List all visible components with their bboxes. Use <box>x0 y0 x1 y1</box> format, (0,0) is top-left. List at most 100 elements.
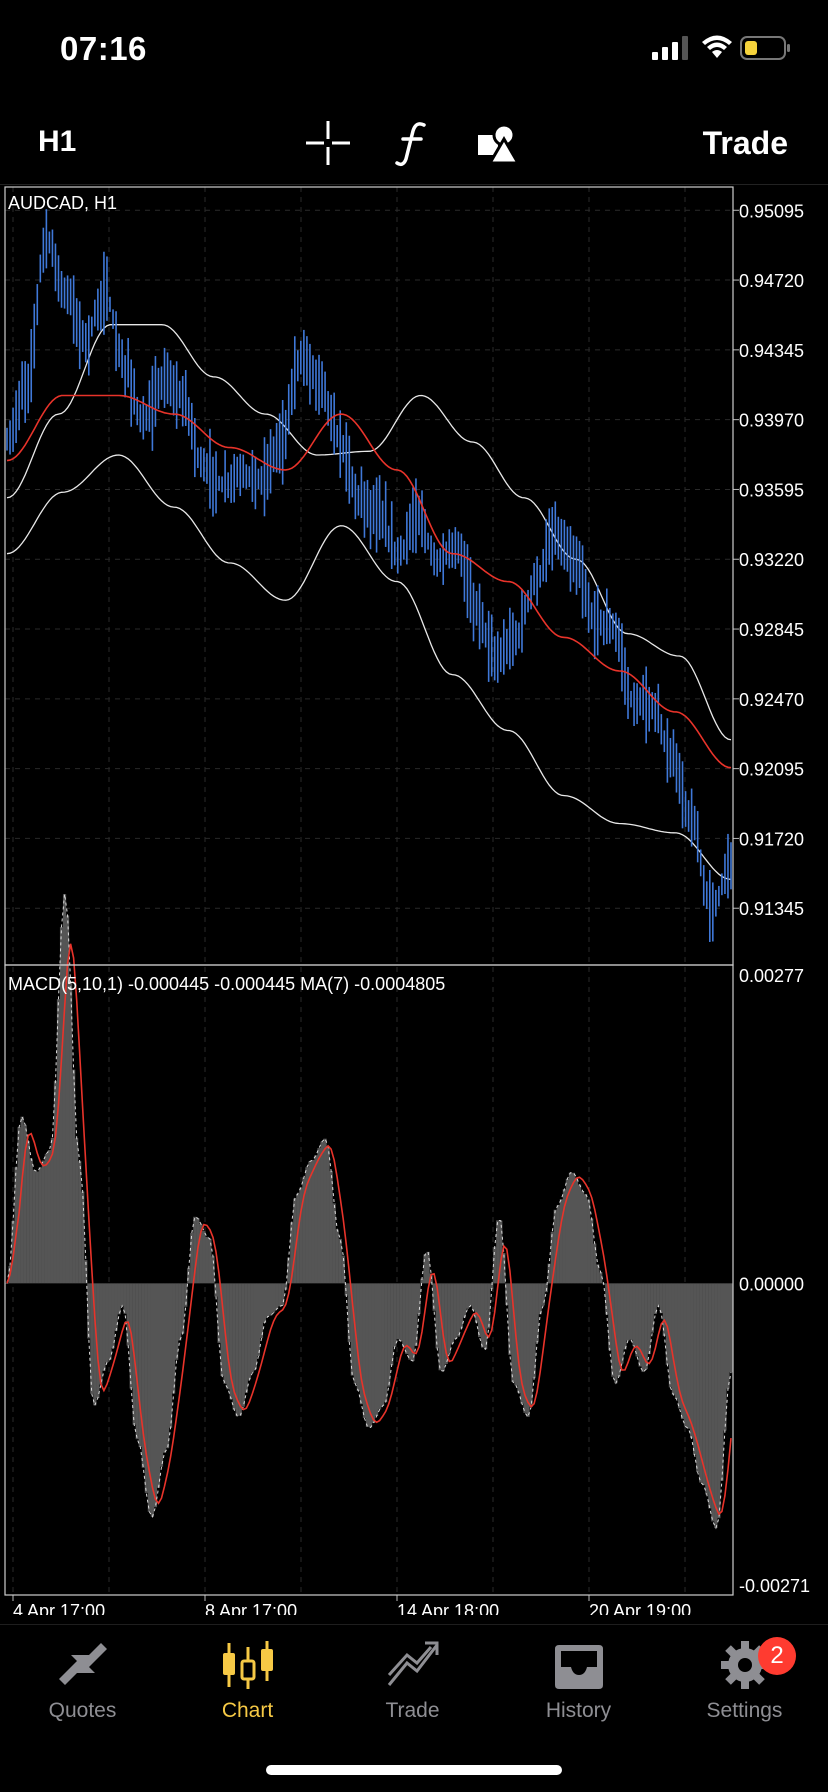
macd-histogram-bar <box>632 1283 636 1347</box>
macd-histogram-bar <box>653 1283 657 1314</box>
price-bars <box>6 209 732 943</box>
macd-histogram-bar <box>456 1283 460 1337</box>
history-inbox-icon <box>554 1645 603 1689</box>
wifi-icon <box>702 35 732 58</box>
macd-histogram-bar <box>229 1283 233 1400</box>
macd-histogram-bar <box>629 1283 633 1340</box>
macd-histogram-bar <box>420 1278 424 1284</box>
macd-histogram-bar <box>26 1141 30 1284</box>
tab-quotes[interactable]: Quotes <box>0 1639 165 1749</box>
macd-histogram-bar <box>20 1116 24 1284</box>
macd-histogram-bar <box>683 1283 688 1427</box>
macd-histogram-bar <box>5 1283 9 1284</box>
macd-histogram-bar <box>714 1283 718 1528</box>
macd-histogram-bar <box>608 1283 612 1351</box>
macd-histogram-bar <box>426 1251 430 1284</box>
macd-histogram-bar <box>462 1283 467 1318</box>
tab-chart[interactable]: Chart <box>165 1639 330 1749</box>
price-tick-label: 0.94345 <box>739 341 804 361</box>
macd-histogram-bar <box>323 1138 327 1284</box>
tab-settings[interactable]: 2 Settings <box>662 1637 827 1749</box>
macd-histogram-bar <box>187 1267 191 1284</box>
macd-histogram-bar <box>502 1253 506 1284</box>
macd-histogram-bar <box>178 1283 182 1341</box>
macd-histogram-bar <box>611 1283 615 1377</box>
macd-histogram-bar <box>62 894 67 1284</box>
macd-histogram-bar <box>541 1283 545 1306</box>
macd-histogram-bar <box>356 1283 360 1391</box>
crosshair-icon[interactable] <box>302 117 354 169</box>
timeframe-button[interactable]: H1 <box>38 125 77 158</box>
macd-histogram-bar <box>317 1148 321 1284</box>
macd-histogram-bar <box>244 1283 248 1393</box>
macd-histogram-bar <box>38 1167 42 1284</box>
objects-icon[interactable] <box>474 117 526 169</box>
macd-histogram-bar <box>696 1283 700 1473</box>
macd-histogram-bar <box>299 1187 303 1284</box>
time-tick-label: 8 Apr 17:00 <box>205 1601 297 1615</box>
macd-histogram-bar <box>172 1283 176 1394</box>
macd-histogram-bar <box>23 1124 27 1284</box>
macd-histogram-bar <box>111 1283 115 1349</box>
macd-histogram-bar <box>32 1170 36 1284</box>
macd-histogram-bar <box>496 1220 500 1284</box>
macd-histogram-bar <box>596 1264 600 1284</box>
tab-trade[interactable]: Trade <box>330 1639 495 1749</box>
macd-histogram-bar <box>414 1283 418 1346</box>
macd-histogram-bar <box>705 1283 709 1495</box>
macd-histogram-bar <box>50 1137 55 1284</box>
macd-histogram-bar <box>78 1161 82 1284</box>
macd-histogram-bar <box>193 1216 197 1284</box>
chart-toolbar: H1 Trade <box>0 105 828 185</box>
macd-histogram-bar <box>435 1283 439 1349</box>
macd-histogram-bar <box>471 1283 476 1311</box>
price-chart[interactable]: AUDCAD, H1 MACD(5,10,1) -0.000445 -0.000… <box>0 185 828 1615</box>
macd-histogram-bar <box>668 1283 673 1388</box>
macd-histogram-bar <box>644 1283 648 1370</box>
macd-histogram-bar <box>278 1283 282 1307</box>
macd-histogram-bar <box>599 1272 603 1284</box>
bollinger-bands <box>6 324 732 881</box>
indicator-tick-label: 0.00277 <box>739 966 804 986</box>
macd-histogram-bar <box>526 1283 530 1417</box>
macd-histogram-bar <box>553 1209 557 1284</box>
macd-histogram-bar <box>29 1158 33 1284</box>
macd-histogram-bar <box>305 1167 309 1284</box>
macd-histogram-bar <box>138 1283 142 1447</box>
tab-history[interactable]: History <box>496 1639 661 1749</box>
macd-histogram-bar <box>296 1193 300 1284</box>
macd-histogram-bar <box>72 1069 76 1284</box>
main-pane-frame <box>4 186 734 966</box>
macd-histogram-bar <box>656 1283 660 1306</box>
macd-histogram-bar <box>102 1283 106 1371</box>
macd-histogram-bar <box>405 1283 409 1355</box>
trade-chart-icon <box>387 1641 438 1686</box>
quotes-icon <box>58 1643 107 1685</box>
macd-histogram-bar <box>590 1218 594 1284</box>
settings-badge: 2 <box>758 1637 796 1675</box>
macd-histogram-bar <box>690 1283 694 1439</box>
macd-histogram-bar <box>238 1283 242 1416</box>
macd-histogram-bar <box>275 1283 279 1310</box>
function-icon[interactable] <box>388 117 440 169</box>
macd-histogram-bar <box>699 1283 703 1483</box>
battery-icon <box>740 36 790 60</box>
macd-histogram-bar <box>84 1260 88 1284</box>
macd-histogram-bar <box>41 1160 45 1284</box>
macd-histogram-bar <box>314 1155 318 1284</box>
trade-button[interactable]: Trade <box>702 125 788 161</box>
price-tick-label: 0.95095 <box>739 201 804 221</box>
macd-histogram-bar <box>123 1283 127 1314</box>
time-tick-label: 14 Apr 18:00 <box>397 1601 499 1615</box>
macd-histogram-bar <box>720 1283 724 1481</box>
macd-histogram-bar <box>547 1263 551 1284</box>
macd-histogram-bar <box>508 1283 512 1355</box>
macd-histogram-bar <box>520 1283 524 1404</box>
macd-histogram-bar <box>162 1283 167 1453</box>
macd-histogram-bar <box>517 1283 521 1393</box>
price-tick-label: 0.91720 <box>739 829 804 849</box>
macd-histogram-bar <box>329 1171 333 1284</box>
macd-histogram-bar <box>635 1283 639 1357</box>
symbol-label: AUDCAD, H1 <box>8 193 117 213</box>
macd-histogram-bar <box>168 1283 173 1428</box>
